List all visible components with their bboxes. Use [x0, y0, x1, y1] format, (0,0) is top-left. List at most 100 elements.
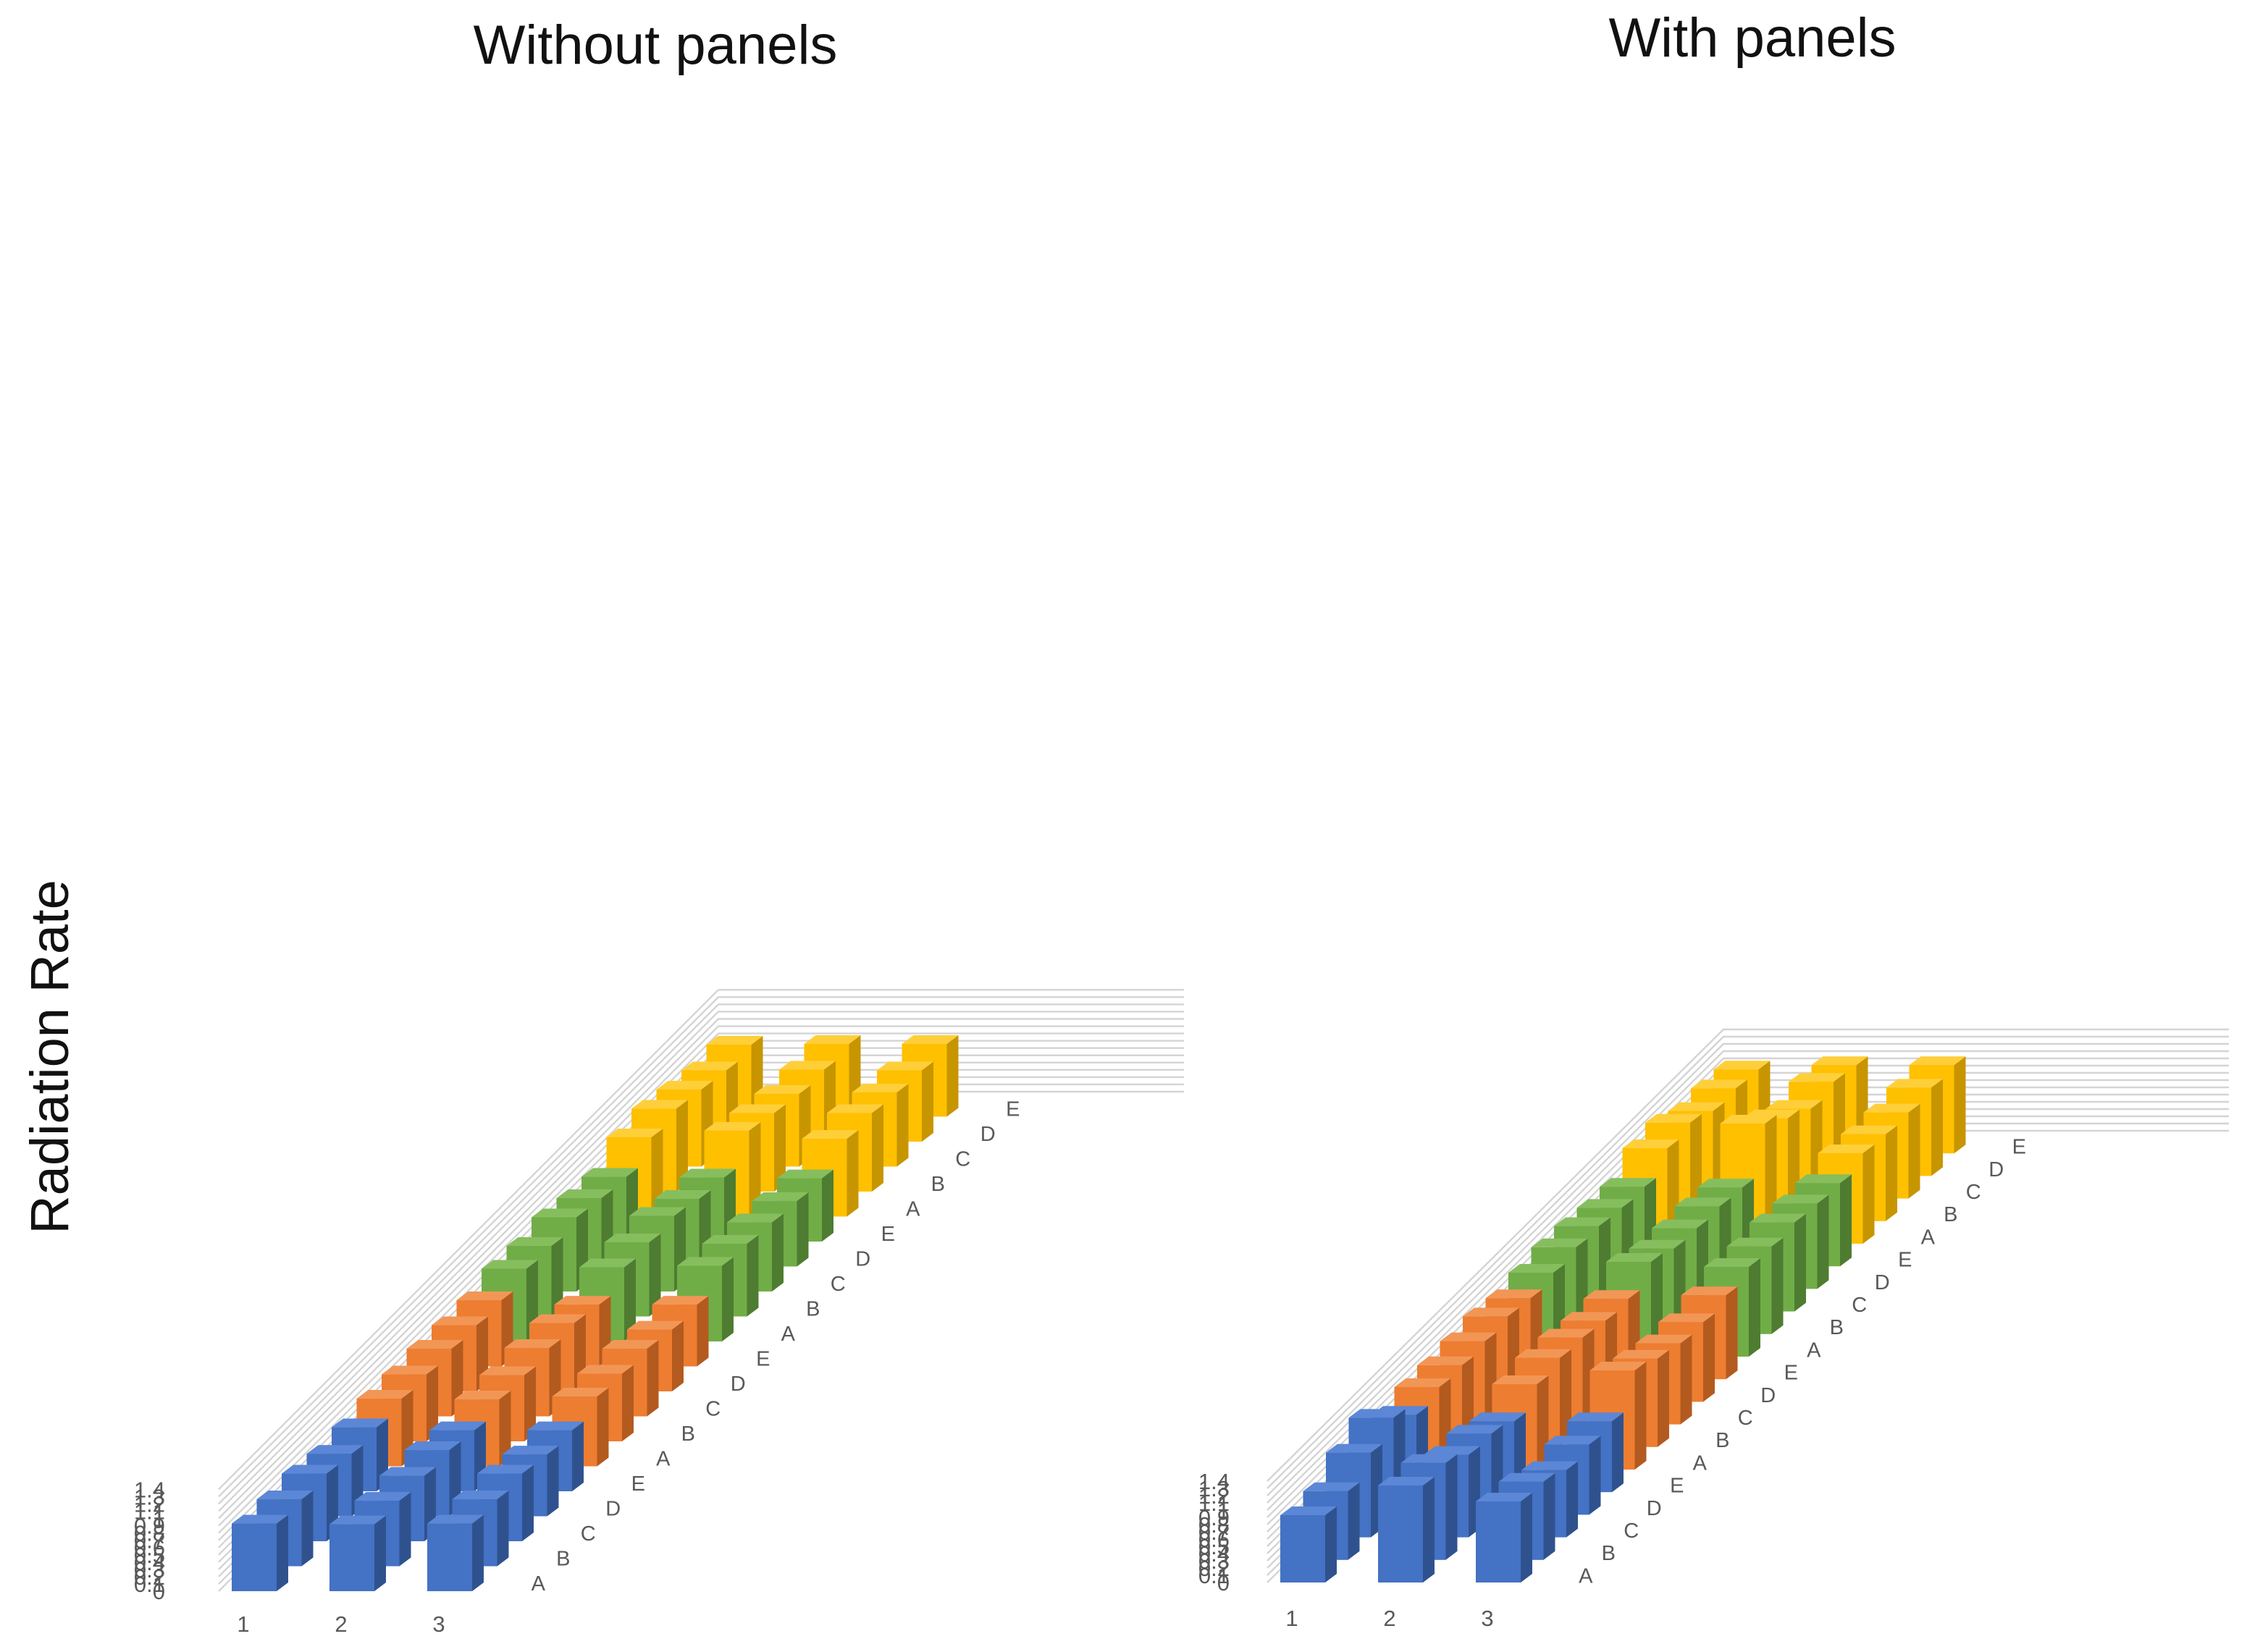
y-tick-label: 0.8: [134, 1521, 165, 1546]
bar-top: [852, 1083, 909, 1092]
depth-tick-label: B: [556, 1547, 570, 1570]
bar-top: [256, 1491, 314, 1500]
bar-side: [1794, 1213, 1806, 1312]
bar-side: [1886, 1125, 1897, 1221]
gridline: [218, 1025, 1184, 1527]
bar-front: [1378, 1485, 1423, 1583]
bar-side: [774, 1104, 786, 1192]
y-tick-label: 0.2: [134, 1564, 165, 1590]
depth-tick-label: A: [1921, 1226, 1936, 1249]
bar-side: [1445, 1454, 1458, 1560]
bar-side: [647, 1340, 659, 1417]
bar-side: [1862, 1145, 1875, 1244]
depth-tick-label: D: [855, 1247, 870, 1270]
bar-top: [1400, 1454, 1458, 1463]
bar-top: [1446, 1425, 1503, 1434]
bar-side: [277, 1514, 288, 1591]
bar-top: [306, 1445, 364, 1454]
depth-tick-label: C: [1966, 1181, 1981, 1204]
bar-side: [922, 1061, 933, 1142]
bar-top: [356, 1390, 413, 1399]
bar-top: [404, 1441, 461, 1451]
bar-side: [797, 1192, 809, 1267]
bar-side: [472, 1514, 484, 1591]
bar-top: [1515, 1349, 1571, 1358]
bar-top: [454, 1391, 511, 1400]
bar-side: [872, 1104, 883, 1192]
y-tick-label: 1.2: [134, 1491, 165, 1517]
y-tick-label: 1.2: [1198, 1483, 1230, 1509]
bar-side: [572, 1421, 584, 1491]
bar-top: [1280, 1506, 1337, 1515]
depth-tick-label: C: [705, 1397, 721, 1420]
bar-top: [556, 1189, 613, 1199]
depth-tick-label: C: [1738, 1407, 1753, 1430]
bar-top: [752, 1192, 809, 1202]
bars-with-panels: [1280, 1056, 1966, 1583]
bar-top: [1600, 1178, 1656, 1187]
bar-top: [706, 1036, 763, 1045]
bar-top: [704, 1121, 761, 1131]
depth-tick-label: B: [1715, 1429, 1729, 1452]
x-tick-label: 1: [237, 1611, 249, 1637]
bar-top: [329, 1515, 386, 1525]
bar-side: [1726, 1286, 1738, 1380]
bar: [1280, 1506, 1337, 1583]
bar-top: [1544, 1436, 1601, 1445]
depth-tick-label: E: [881, 1223, 895, 1246]
gridline: [218, 989, 1184, 1491]
bar-top: [1681, 1286, 1738, 1296]
bar-top: [1326, 1444, 1382, 1453]
y-axis-ticks-without-panels: 00.10.20.30.40.50.60.70.80.911.11.21.31.…: [134, 1477, 165, 1604]
bar-side: [747, 1235, 759, 1317]
bar-top: [1583, 1290, 1640, 1299]
y-axis-label: Radiation Rate: [20, 880, 80, 1234]
bar-side: [374, 1515, 386, 1591]
bar-top: [1303, 1482, 1360, 1491]
bar-top: [1606, 1253, 1663, 1262]
x-axis-ticks-without-panels: 1 2 3: [237, 1611, 445, 1637]
bar-top: [382, 1365, 438, 1375]
gridline: [218, 1003, 1184, 1505]
bar-top: [1658, 1313, 1715, 1323]
bar-top: [631, 1100, 688, 1109]
bar-side: [399, 1492, 411, 1567]
bar-top: [1713, 1061, 1771, 1070]
bar-top: [581, 1168, 638, 1177]
gridline: [218, 1011, 1184, 1512]
bar-top: [1909, 1056, 1966, 1066]
depth-tick-label: D: [1875, 1271, 1890, 1294]
gridline: [1267, 1042, 2229, 1496]
y-tick-label: 0.7: [1198, 1520, 1230, 1545]
bar-top: [1521, 1461, 1578, 1470]
x-tick-label: 1: [1285, 1606, 1298, 1631]
depth-tick-label: A: [781, 1323, 796, 1346]
bar-side: [1589, 1436, 1601, 1515]
depth-tick-label: B: [681, 1423, 695, 1446]
bar-top: [1789, 1073, 1845, 1082]
depth-tick-label: C: [831, 1273, 846, 1296]
depth-tick-label: E: [1670, 1475, 1684, 1498]
depth-tick-label: E: [1898, 1249, 1912, 1272]
bar-side: [697, 1296, 709, 1367]
gridline: [218, 996, 1184, 1498]
depth-tick-label: D: [731, 1373, 746, 1396]
depth-tick-label: B: [1944, 1203, 1957, 1226]
depth-tick-label: E: [631, 1472, 645, 1496]
bar-top: [1589, 1362, 1647, 1370]
bar-top: [354, 1492, 411, 1501]
bar-top: [606, 1128, 663, 1137]
y-tick-label: 0.8: [1198, 1512, 1230, 1538]
bar-top: [654, 1190, 711, 1200]
bar-top: [1691, 1079, 1747, 1089]
bar-top: [1765, 1100, 1823, 1109]
bar-top: [579, 1258, 636, 1268]
bar-side: [1840, 1174, 1852, 1267]
bar-top: [1635, 1334, 1692, 1344]
bar-side: [896, 1083, 909, 1167]
bar-top: [1886, 1079, 1943, 1088]
bar-top: [1394, 1378, 1451, 1387]
bar-top: [1704, 1258, 1760, 1267]
bar-top: [1576, 1199, 1634, 1208]
